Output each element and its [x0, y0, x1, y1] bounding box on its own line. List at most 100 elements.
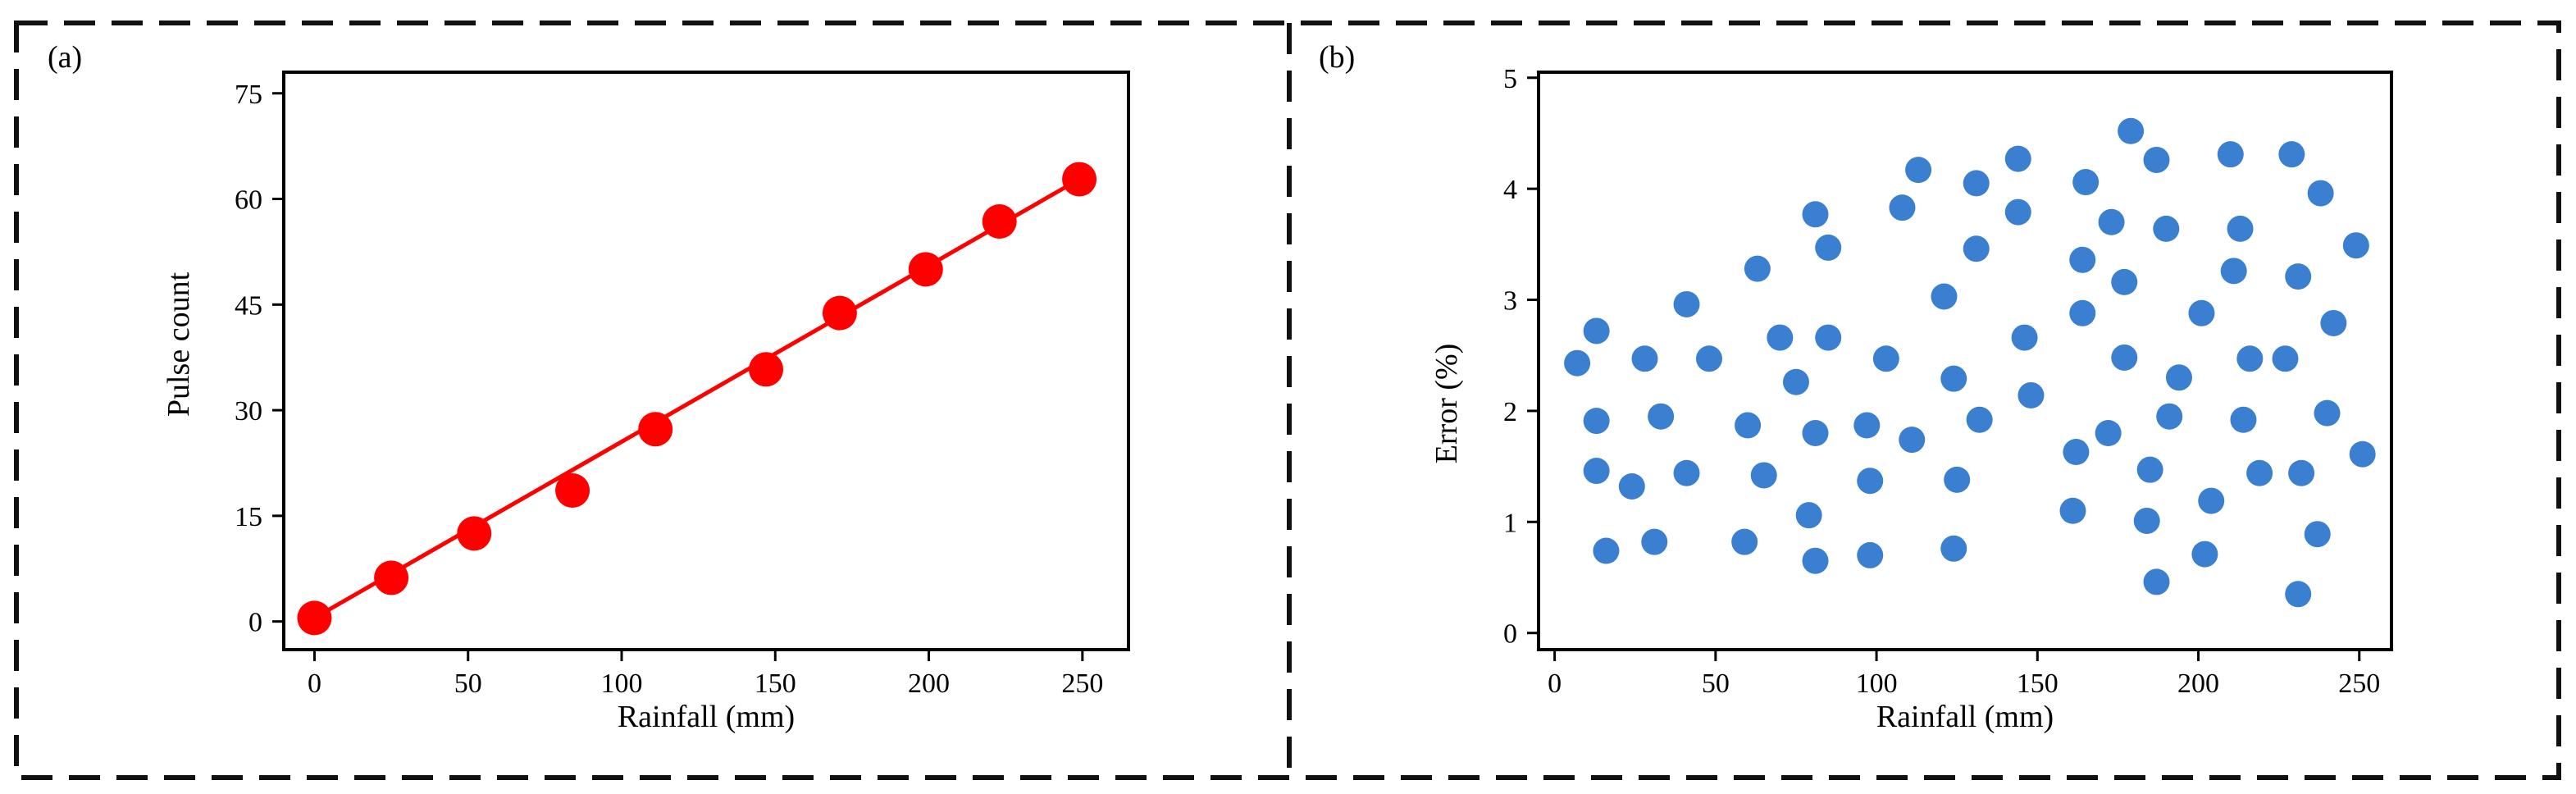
data-point	[1940, 365, 1967, 392]
panel-a-label: (a)	[48, 40, 82, 75]
data-point	[555, 472, 590, 508]
data-point	[2320, 309, 2347, 336]
data-point	[1673, 459, 1700, 486]
y-tick-label: 15	[235, 502, 262, 532]
x-tick-label: 0	[308, 669, 321, 699]
data-point	[1583, 408, 1610, 435]
data-point	[2349, 440, 2376, 468]
data-point	[2285, 263, 2312, 290]
data-point	[2314, 399, 2341, 427]
data-point	[1802, 420, 1829, 446]
data-point	[1940, 535, 1967, 562]
panel-b-ticks: 0 50 100 150 200 250 0 1 2 3 4 5	[1503, 64, 2380, 699]
x-tick-label: 100	[601, 669, 643, 699]
data-point	[2143, 568, 2170, 596]
data-point	[1731, 528, 1758, 555]
panel-b-marks	[1564, 117, 2376, 608]
data-point	[2069, 299, 2096, 326]
x-tick-label: 150	[755, 669, 796, 699]
data-point	[2230, 406, 2257, 433]
data-point	[1899, 427, 1926, 454]
y-tick-label: 5	[1503, 64, 1517, 94]
data-point	[2236, 345, 2264, 372]
data-point	[2307, 180, 2334, 207]
x-tick-label: 250	[1061, 669, 1103, 699]
x-tick-label: 100	[1856, 669, 1898, 699]
data-point	[2143, 146, 2170, 173]
data-point	[1641, 528, 1668, 555]
data-point	[2017, 381, 2045, 408]
data-point	[1963, 235, 1990, 262]
data-point	[1593, 537, 1620, 564]
data-point	[1966, 406, 1993, 433]
y-tick-label: 30	[235, 396, 262, 427]
data-point	[2069, 246, 2096, 273]
data-point	[1857, 468, 1884, 495]
y-tick-label: 3	[1503, 286, 1517, 317]
data-point	[2011, 324, 2038, 351]
panel-a-plot-frame	[282, 71, 1130, 651]
data-point	[1931, 283, 1958, 310]
data-point	[1905, 157, 1932, 184]
data-point	[2342, 232, 2369, 259]
data-point	[1696, 345, 1722, 372]
data-point	[1767, 324, 1794, 351]
data-point	[982, 204, 1017, 240]
data-point	[2004, 198, 2031, 226]
data-point	[1631, 345, 1658, 372]
x-tick-label: 200	[2177, 669, 2219, 699]
data-point	[2246, 459, 2273, 486]
data-point	[1815, 234, 1842, 261]
data-point	[2304, 521, 2331, 548]
data-point	[822, 295, 857, 331]
data-point	[2118, 117, 2145, 144]
data-point	[1062, 162, 1097, 197]
data-point	[1744, 255, 1771, 282]
data-point	[2156, 403, 2183, 430]
series-line	[313, 177, 1081, 620]
data-point	[1963, 170, 1990, 197]
x-tick-label: 50	[1702, 669, 1730, 699]
y-tick-label: 1	[1503, 508, 1517, 538]
panel-a-marks	[297, 162, 1097, 636]
x-tick-label: 0	[1548, 669, 1562, 699]
data-point	[2191, 541, 2218, 568]
data-point	[2285, 581, 2312, 608]
panel-b-y-axis-title: Error (%)	[1429, 344, 1464, 464]
x-tick-label: 50	[454, 669, 482, 699]
data-point	[1889, 194, 1916, 221]
y-tick-label: 4	[1503, 175, 1517, 205]
data-point	[2095, 420, 2122, 446]
data-point	[1782, 368, 1809, 395]
data-point	[2198, 487, 2225, 514]
data-point	[1872, 345, 1899, 372]
y-tick-label: 2	[1503, 397, 1517, 427]
data-point	[2153, 215, 2180, 242]
y-tick-label: 0	[1503, 619, 1517, 650]
data-point	[1583, 317, 1610, 345]
data-point	[2227, 215, 2254, 242]
y-tick-label: 45	[235, 290, 262, 321]
data-point	[2059, 497, 2086, 524]
data-point	[2220, 258, 2247, 285]
panel-b-plot-frame	[1537, 71, 2393, 651]
panel-a: (a) 0 50 100 150 200 250 0 15 30 45 60 75 Rainfall …	[48, 40, 1130, 734]
panel-a-x-axis-title: Rainfall (mm)	[618, 700, 795, 734]
data-point	[1795, 502, 1822, 529]
data-point	[1802, 547, 1829, 574]
data-point	[1648, 403, 1675, 430]
data-point	[2217, 141, 2244, 168]
data-point	[1583, 458, 1610, 485]
data-point	[1564, 349, 1591, 376]
data-point	[2133, 507, 2160, 534]
data-point	[1618, 472, 1645, 500]
data-point	[2004, 145, 2031, 172]
data-point	[1944, 466, 1971, 493]
data-point	[2165, 364, 2192, 391]
data-point	[2136, 456, 2163, 483]
data-point	[457, 516, 492, 551]
figure-frame	[14, 21, 2561, 780]
data-point	[2111, 268, 2138, 295]
